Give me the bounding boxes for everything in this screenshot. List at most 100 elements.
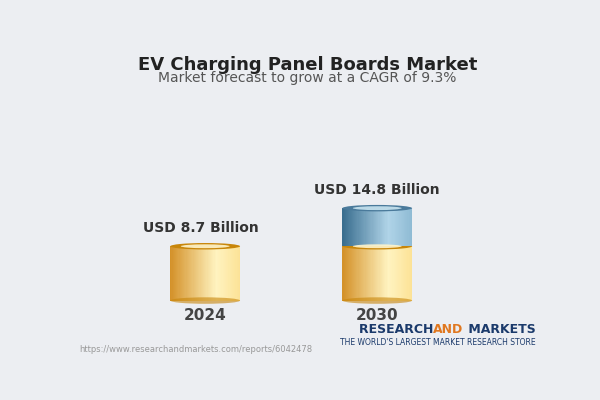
Polygon shape [217, 246, 218, 300]
Polygon shape [234, 246, 235, 300]
Polygon shape [194, 246, 195, 300]
Polygon shape [353, 246, 354, 300]
Text: EV Charging Panel Boards Market: EV Charging Panel Boards Market [138, 56, 477, 74]
Polygon shape [389, 208, 390, 246]
Polygon shape [197, 246, 198, 300]
Polygon shape [220, 246, 221, 300]
Polygon shape [225, 246, 226, 300]
Polygon shape [396, 208, 397, 246]
Polygon shape [362, 208, 364, 246]
Polygon shape [410, 246, 411, 300]
Polygon shape [375, 246, 376, 300]
Polygon shape [397, 208, 398, 246]
Ellipse shape [170, 297, 240, 304]
Text: Market forecast to grow at a CAGR of 9.3%: Market forecast to grow at a CAGR of 9.3… [158, 71, 457, 85]
Polygon shape [227, 246, 229, 300]
Polygon shape [239, 246, 240, 300]
Polygon shape [174, 246, 175, 300]
Text: RESEARCH: RESEARCH [359, 323, 438, 336]
Polygon shape [355, 246, 356, 300]
Polygon shape [200, 246, 202, 300]
Polygon shape [370, 208, 371, 246]
Polygon shape [226, 246, 227, 300]
Polygon shape [374, 246, 375, 300]
Ellipse shape [353, 244, 401, 248]
Polygon shape [411, 246, 412, 300]
Polygon shape [348, 208, 349, 246]
Polygon shape [206, 246, 208, 300]
Text: MARKETS: MARKETS [464, 323, 535, 336]
Polygon shape [184, 246, 185, 300]
Polygon shape [176, 246, 178, 300]
Polygon shape [182, 246, 183, 300]
Polygon shape [214, 246, 215, 300]
Polygon shape [349, 246, 350, 300]
Polygon shape [364, 208, 365, 246]
Polygon shape [347, 246, 348, 300]
Polygon shape [384, 208, 385, 246]
Polygon shape [361, 246, 362, 300]
Polygon shape [353, 208, 354, 246]
Polygon shape [183, 246, 184, 300]
Polygon shape [371, 208, 373, 246]
Polygon shape [196, 246, 197, 300]
Polygon shape [368, 208, 369, 246]
Polygon shape [386, 246, 388, 300]
Polygon shape [373, 208, 374, 246]
Polygon shape [380, 208, 381, 246]
Polygon shape [191, 246, 193, 300]
Polygon shape [388, 208, 389, 246]
Polygon shape [187, 246, 188, 300]
Polygon shape [229, 246, 230, 300]
Polygon shape [391, 208, 392, 246]
Ellipse shape [353, 206, 401, 210]
Polygon shape [232, 246, 233, 300]
Polygon shape [405, 208, 406, 246]
Polygon shape [350, 208, 352, 246]
Polygon shape [223, 246, 224, 300]
Polygon shape [407, 246, 409, 300]
Polygon shape [407, 208, 409, 246]
Polygon shape [384, 246, 385, 300]
Polygon shape [401, 246, 403, 300]
Polygon shape [361, 208, 362, 246]
Polygon shape [380, 246, 381, 300]
Polygon shape [395, 246, 396, 300]
Polygon shape [401, 208, 403, 246]
Polygon shape [238, 246, 239, 300]
Polygon shape [396, 246, 397, 300]
Ellipse shape [343, 243, 412, 250]
Polygon shape [212, 246, 214, 300]
Polygon shape [356, 246, 358, 300]
Polygon shape [230, 246, 231, 300]
Polygon shape [352, 208, 353, 246]
Polygon shape [367, 246, 368, 300]
Polygon shape [199, 246, 200, 300]
Polygon shape [343, 208, 344, 246]
Polygon shape [218, 246, 219, 300]
Polygon shape [381, 246, 382, 300]
Polygon shape [193, 246, 194, 300]
Polygon shape [175, 246, 176, 300]
Polygon shape [409, 208, 410, 246]
Polygon shape [400, 246, 401, 300]
Polygon shape [371, 246, 373, 300]
Polygon shape [404, 208, 405, 246]
Polygon shape [185, 246, 187, 300]
Polygon shape [411, 208, 412, 246]
Polygon shape [211, 246, 212, 300]
Polygon shape [172, 246, 173, 300]
Polygon shape [348, 246, 349, 300]
Polygon shape [370, 246, 371, 300]
Polygon shape [394, 208, 395, 246]
Polygon shape [404, 246, 405, 300]
Polygon shape [195, 246, 196, 300]
Polygon shape [344, 246, 346, 300]
Ellipse shape [343, 297, 412, 304]
Polygon shape [383, 208, 384, 246]
Polygon shape [406, 246, 407, 300]
Text: THE WORLD'S LARGEST MARKET RESEARCH STORE: THE WORLD'S LARGEST MARKET RESEARCH STOR… [340, 338, 535, 347]
Polygon shape [219, 246, 220, 300]
Polygon shape [383, 246, 384, 300]
Polygon shape [190, 246, 191, 300]
